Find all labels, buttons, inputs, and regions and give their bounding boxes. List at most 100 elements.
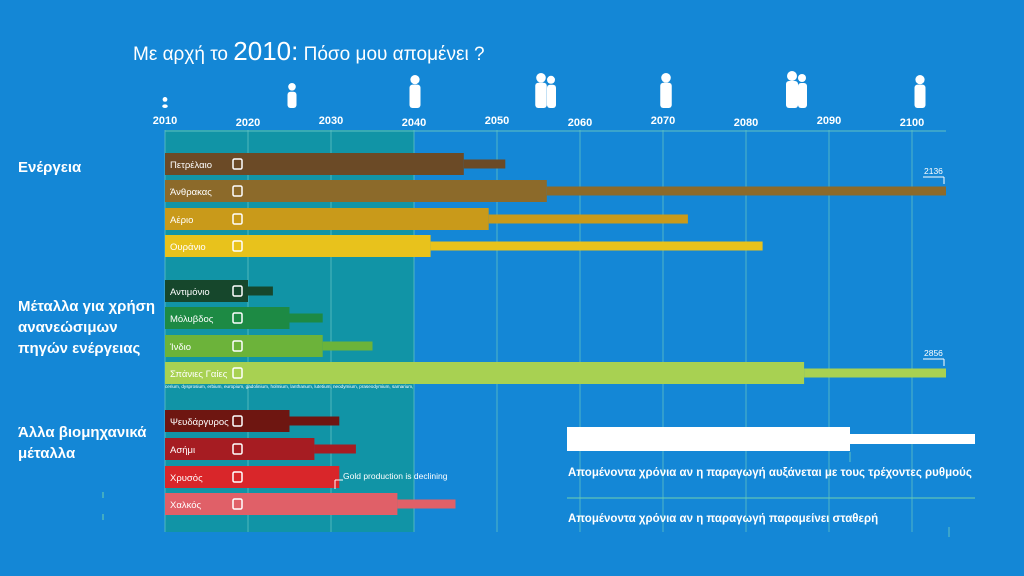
icon-head xyxy=(536,73,546,83)
bar-growing-6 xyxy=(165,335,323,357)
woman-icon xyxy=(409,75,421,108)
baby-icon xyxy=(162,97,168,108)
icon-body xyxy=(660,82,672,108)
icon-head xyxy=(661,73,671,83)
category-metals-renewables: Μέταλλα για χρήση ανανεώσιμων πηγών ενέρ… xyxy=(18,298,156,357)
bar-growing-1 xyxy=(165,180,547,202)
bar-constant-3 xyxy=(430,241,763,251)
bar-constant-11 xyxy=(397,499,456,509)
tick-label: 2090 xyxy=(817,115,841,127)
icon-shape xyxy=(232,367,243,379)
elderly-man-icon xyxy=(660,73,672,108)
overflow-value: 2856 xyxy=(924,348,943,358)
bar-constant-6 xyxy=(322,341,373,351)
tick-label: 2100 xyxy=(900,117,924,129)
legend-growing-swatch xyxy=(567,427,850,451)
icon-shape xyxy=(232,443,243,455)
icon-body xyxy=(287,91,297,108)
icon-shape xyxy=(232,240,243,252)
icon-head xyxy=(162,97,168,102)
icon-shape xyxy=(232,312,243,324)
bar-label-0: Πετρέλαιο xyxy=(170,160,212,171)
category-energy: Ενέργεια xyxy=(18,159,82,176)
title-question: Πόσο μου απομένει ? xyxy=(303,44,485,65)
bar-growing-8 xyxy=(165,410,290,432)
bar-growing-10 xyxy=(165,466,340,488)
bar-growing-2 xyxy=(165,208,489,230)
bar-constant-4 xyxy=(248,286,273,296)
icon-shape xyxy=(232,213,243,225)
bar-growing-7 xyxy=(165,362,805,384)
bar-growing-3 xyxy=(165,235,431,257)
elderly-couple-icon xyxy=(786,71,807,108)
bar-constant-7 xyxy=(804,368,946,378)
title-prefix: Με αρχή το xyxy=(133,44,228,65)
icon-shape xyxy=(232,498,243,510)
icon-shape xyxy=(232,185,243,197)
legend-constant-swatch xyxy=(850,434,975,444)
tick-label: 2010 xyxy=(153,115,177,127)
tick-label: 2030 xyxy=(319,115,343,127)
wheelchair-icon xyxy=(914,75,926,108)
tick-label: 2070 xyxy=(651,115,675,127)
tick-label: 2050 xyxy=(485,115,509,127)
tick-label: 2060 xyxy=(568,117,592,129)
bar-growing-5 xyxy=(165,307,290,329)
icon-body xyxy=(914,84,926,108)
icon-head xyxy=(410,75,420,85)
bar-label-9: Ασήμι xyxy=(170,445,195,456)
lightning-icon xyxy=(232,213,243,225)
category-industrial-metals: Άλλα βιομηχανικά μέταλλα xyxy=(18,424,147,462)
family-icon xyxy=(535,73,556,108)
bar-constant-0 xyxy=(463,159,506,169)
car-icon xyxy=(232,312,243,324)
radiation-icon xyxy=(232,240,243,252)
icon-shape xyxy=(232,340,243,352)
icon-body xyxy=(798,83,807,108)
gold-note: Gold production is declining xyxy=(343,471,448,481)
icon-head xyxy=(787,71,797,81)
icon-head xyxy=(915,75,925,85)
bar-label-1: Άνθρακας xyxy=(170,187,212,198)
wind-turbine-icon xyxy=(232,367,243,379)
icon-head xyxy=(798,74,806,82)
lightning-icon xyxy=(232,185,243,197)
bar-label-7: Σπάνιες Γαίες xyxy=(170,369,228,380)
fuel-pump-icon xyxy=(232,158,243,170)
bar-constant-9 xyxy=(314,444,356,454)
bar-label-4: Αντιμόνιο xyxy=(170,287,210,298)
overflow-value: 2136 xyxy=(924,166,943,176)
faucet-icon xyxy=(232,498,243,510)
bar-constant-1 xyxy=(546,186,946,196)
bar-label-2: Αέριο xyxy=(170,215,193,226)
phone-icon xyxy=(232,471,243,483)
bar-constant-5 xyxy=(289,313,323,323)
bar-growing-9 xyxy=(165,438,315,460)
icon-body xyxy=(535,82,547,108)
bar-label-3: Ουράνιο xyxy=(170,242,206,253)
icon-body xyxy=(547,84,556,108)
bar-growing-4 xyxy=(165,280,248,302)
icon-shape xyxy=(232,415,243,427)
icon-body xyxy=(162,104,168,108)
saxophone-icon xyxy=(232,415,243,427)
bar-growing-11 xyxy=(165,493,398,515)
bar-label-11: Χαλκός xyxy=(170,500,201,511)
icon-shape xyxy=(232,158,243,170)
bar-label-10: Χρυσός xyxy=(170,473,203,484)
bar-constant-2 xyxy=(488,214,688,224)
legend-constant-label: Απομένοντα χρόνια αν η παραγωγή παραμείν… xyxy=(568,513,879,525)
rare-earths-list: cerium, dysprosium, erbium, europium, ga… xyxy=(165,384,413,389)
page-title: Με αρχή το 2010: Πόσο μου απομένει ? xyxy=(133,36,485,67)
legend-growing-label: Απομένοντα χρόνια αν η παραγωγή αυξάνετα… xyxy=(568,467,972,479)
child-icon xyxy=(287,83,297,108)
tick-label: 2040 xyxy=(402,117,426,129)
icon-shape xyxy=(232,471,243,483)
bar-label-6: Ίνδιο xyxy=(169,342,191,353)
icon-shape xyxy=(232,285,243,297)
battery-icon xyxy=(232,285,243,297)
icon-body xyxy=(409,84,421,108)
tick-label: 2080 xyxy=(734,117,758,129)
bar-constant-8 xyxy=(289,416,340,426)
